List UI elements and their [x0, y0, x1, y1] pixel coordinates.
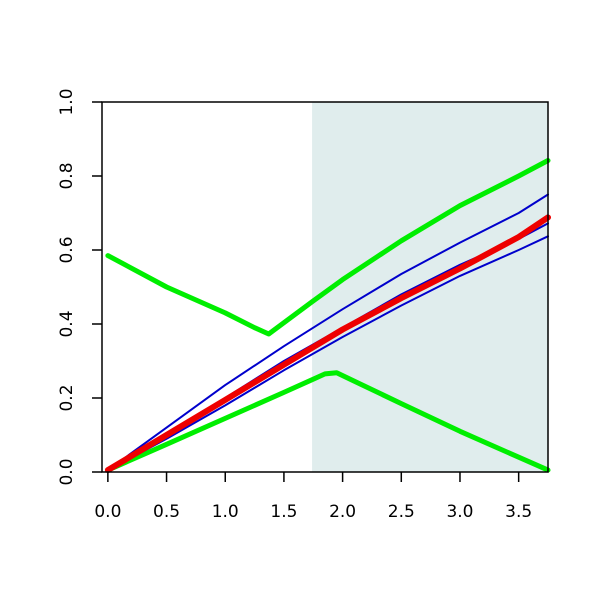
x-tick-label: 2.0	[329, 502, 356, 522]
series-line-3	[106, 193, 549, 472]
series-line-6	[104, 214, 551, 474]
y-tick-label: 0.2	[57, 384, 77, 411]
plot-frame	[101, 101, 549, 473]
x-tick-label: 3.5	[505, 502, 532, 522]
x-axis: 0.0 0.5 1.0 1.5 2.0 2.5 3.0 3.5	[94, 472, 532, 522]
y-tick-label: 0.6	[57, 236, 77, 263]
x-tick-label: 1.0	[212, 502, 239, 522]
y-tick-label: 0.0	[57, 458, 77, 485]
series-layer	[104, 158, 551, 474]
series-line-5	[106, 235, 549, 472]
shaded-region	[312, 102, 548, 472]
x-tick-label: 3.0	[446, 502, 473, 522]
y-tick-label: 0.8	[57, 162, 77, 189]
x-tick-label: 0.0	[94, 502, 121, 522]
x-tick-label: 0.5	[153, 502, 180, 522]
y-tick-label: 0.4	[57, 310, 77, 337]
y-tick-label: 1.0	[57, 88, 77, 115]
y-axis: 0.0 0.2 0.4 0.6 0.8 1.0	[57, 88, 102, 486]
series-line-2	[105, 370, 551, 473]
series-line-1	[105, 158, 551, 337]
x-tick-label: 1.5	[270, 502, 297, 522]
x-tick-label: 2.5	[388, 502, 415, 522]
